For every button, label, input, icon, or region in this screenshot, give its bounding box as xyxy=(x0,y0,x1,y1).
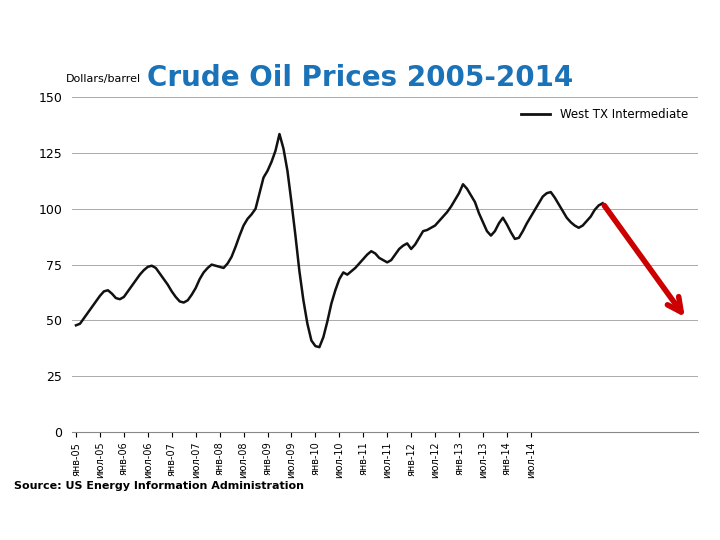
Text: Dollars/barrel: Dollars/barrel xyxy=(66,74,141,84)
Legend: West TX Intermediate: West TX Intermediate xyxy=(516,103,693,125)
Text: Crude Oil Prices 2005-2014: Crude Oil Prices 2005-2014 xyxy=(147,64,573,92)
Text: Source: US Energy Information Administration: Source: US Energy Information Administra… xyxy=(14,481,305,491)
Text: Kyser Center for Economic Research: Kyser Center for Economic Research xyxy=(548,524,713,534)
